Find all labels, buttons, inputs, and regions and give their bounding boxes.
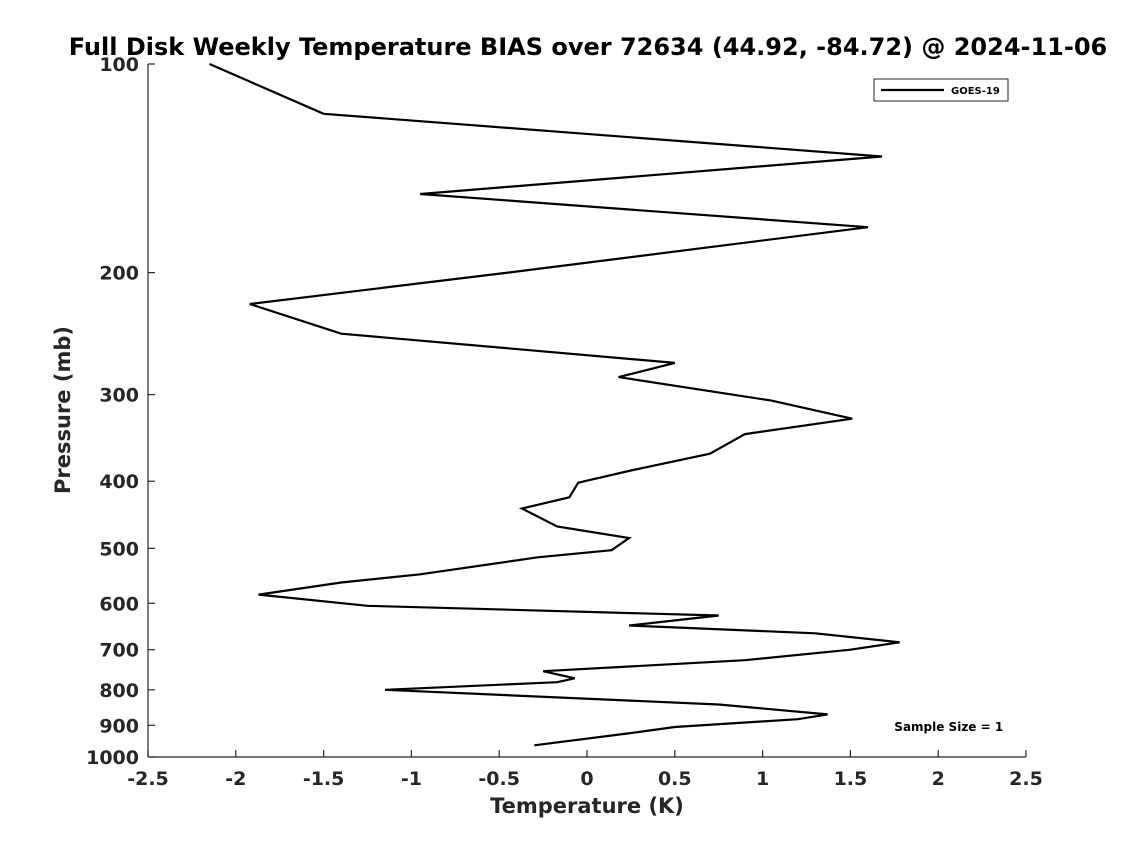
y-axis-label: Pressure (mb) xyxy=(51,326,75,494)
x-tick-label: 2.5 xyxy=(1009,768,1043,790)
y-tick-label: 800 xyxy=(99,680,139,702)
x-tick-label: 1 xyxy=(756,768,769,790)
chart-title: Full Disk Weekly Temperature BIAS over 7… xyxy=(69,33,1108,61)
x-tick-label: -1.5 xyxy=(303,768,345,790)
legend-entry-label: GOES-19 xyxy=(951,86,1000,97)
y-tick-label: 200 xyxy=(99,263,139,285)
x-axis-ticks: -2.5 -2 -1.5 -1 -0.5 0 0.5 1 1.5 2 2.5 xyxy=(127,750,1043,790)
y-tick-label: 900 xyxy=(99,715,139,737)
y-axis-ticks: 100 200 300 400 500 600 700 800 900 1000 xyxy=(86,54,155,769)
y-tick-label: 700 xyxy=(99,640,139,662)
y-tick-label: 600 xyxy=(99,593,139,615)
y-tick-label: 500 xyxy=(99,538,139,560)
y-tick-label: 400 xyxy=(99,471,139,493)
legend: GOES-19 xyxy=(873,78,1009,102)
series-line-goes-19 xyxy=(209,62,900,747)
x-tick-label: -2.5 xyxy=(127,768,169,790)
y-tick-label: 300 xyxy=(99,385,139,407)
x-tick-label: -2 xyxy=(225,768,246,790)
x-tick-label: 0.5 xyxy=(658,768,692,790)
x-tick-label: -1 xyxy=(401,768,422,790)
x-tick-label: 2 xyxy=(932,768,945,790)
y-tick-label: 100 xyxy=(99,54,139,76)
x-tick-label: 1.5 xyxy=(834,768,868,790)
x-tick-label: 0 xyxy=(580,768,593,790)
sample-size-annotation: Sample Size = 1 xyxy=(894,720,1003,734)
x-tick-label: -0.5 xyxy=(478,768,520,790)
y-tick-label: 1000 xyxy=(86,747,139,769)
x-axis-label: Temperature (K) xyxy=(490,794,684,818)
